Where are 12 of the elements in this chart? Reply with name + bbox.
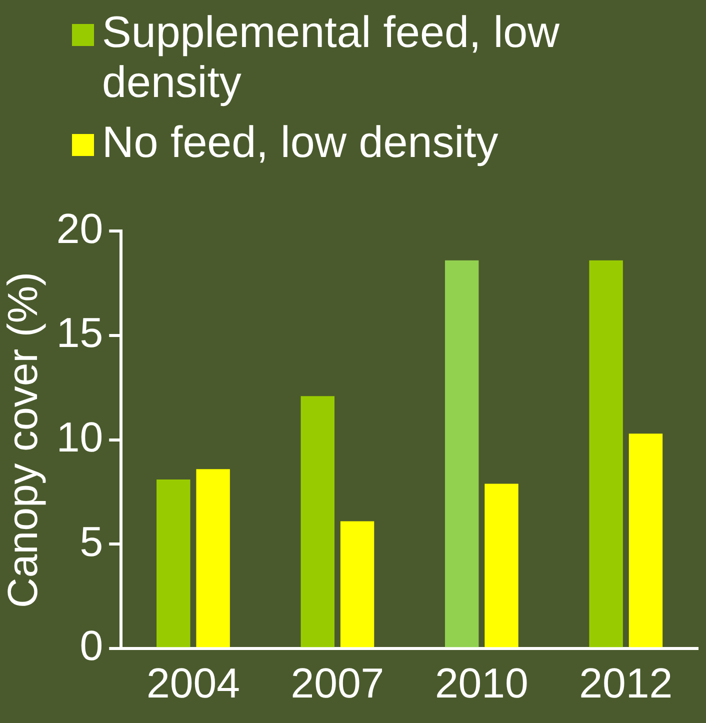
y-tick-label: 5 (80, 518, 104, 565)
y-tick-label: 10 (56, 413, 104, 460)
x-tick-label: 2004 (146, 659, 240, 706)
y-axis-title: Canopy cover (%) (0, 272, 46, 608)
legend-label: No feed, low density (102, 118, 498, 168)
y-tick-label: 15 (56, 309, 104, 356)
x-tick-label: 2012 (579, 659, 673, 706)
legend-label: Supplemental feed, low density (102, 8, 560, 108)
x-tick-label: 2007 (290, 659, 384, 706)
y-tick-label: 20 (56, 204, 104, 252)
x-tick-label: 2010 (434, 659, 528, 706)
y-tick-label: 0 (80, 622, 104, 670)
